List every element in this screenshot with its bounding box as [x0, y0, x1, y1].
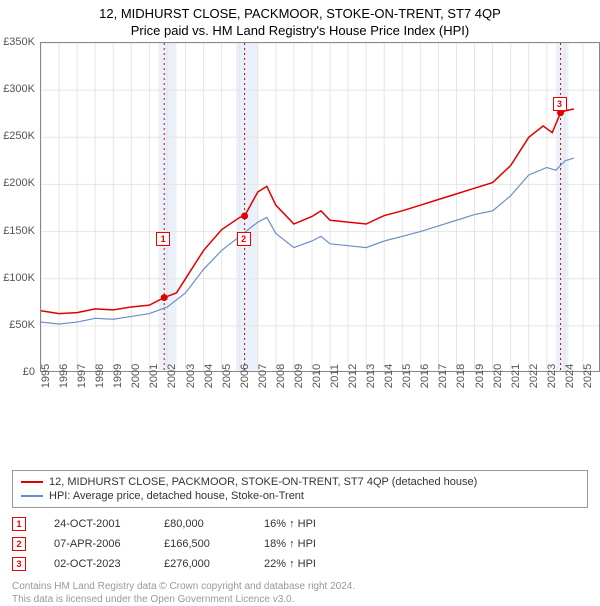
- transaction-row: 1 24-OCT-2001 £80,000 16% ↑ HPI: [12, 514, 588, 534]
- legend: 12, MIDHURST CLOSE, PACKMOOR, STOKE-ON-T…: [12, 470, 588, 508]
- transaction-price: £276,000: [164, 558, 244, 570]
- y-axis-tick-label: £0: [1, 366, 35, 378]
- transaction-table: 1 24-OCT-2001 £80,000 16% ↑ HPI 2 07-APR-2006…: [12, 514, 588, 574]
- legend-item: HPI: Average price, detached house, Stok…: [21, 489, 579, 503]
- footer-attribution: Contains HM Land Registry data © Crown c…: [12, 580, 588, 606]
- y-axis-tick-label: £50K: [1, 319, 35, 331]
- transaction-date: 24-OCT-2001: [54, 518, 144, 530]
- legend-item: 12, MIDHURST CLOSE, PACKMOOR, STOKE-ON-T…: [21, 475, 579, 489]
- transaction-delta: 22% ↑ HPI: [264, 558, 364, 570]
- legend-label: 12, MIDHURST CLOSE, PACKMOOR, STOKE-ON-T…: [49, 476, 477, 488]
- y-axis-tick-label: £100K: [1, 272, 35, 284]
- transaction-price: £166,500: [164, 538, 244, 550]
- legend-label: HPI: Average price, detached house, Stok…: [49, 490, 304, 502]
- chart-plot: [40, 42, 600, 372]
- y-axis-tick-label: £250K: [1, 130, 35, 142]
- transaction-delta: 16% ↑ HPI: [264, 518, 364, 530]
- legend-swatch: [21, 495, 43, 497]
- transaction-marker: 3: [12, 557, 26, 571]
- chart-area: £0£50K£100K£150K£200K£250K£300K£350K1995…: [40, 42, 600, 422]
- transaction-marker: 2: [12, 537, 26, 551]
- transaction-row: 3 02-OCT-2023 £276,000 22% ↑ HPI: [12, 554, 588, 574]
- y-axis-tick-label: £350K: [1, 36, 35, 48]
- chart-marker-3: 3: [553, 97, 567, 111]
- chart-marker-1: 1: [156, 232, 170, 246]
- transaction-price: £80,000: [164, 518, 244, 530]
- chart-marker-2: 2: [237, 232, 251, 246]
- legend-swatch: [21, 481, 43, 483]
- chart-title: 12, MIDHURST CLOSE, PACKMOOR, STOKE-ON-T…: [0, 0, 600, 21]
- footer-line1: Contains HM Land Registry data © Crown c…: [12, 580, 588, 593]
- transaction-date: 02-OCT-2023: [54, 558, 144, 570]
- footer-line2: This data is licensed under the Open Gov…: [12, 593, 588, 606]
- transaction-date: 07-APR-2006: [54, 538, 144, 550]
- y-axis-tick-label: £150K: [1, 225, 35, 237]
- transaction-marker: 1: [12, 517, 26, 531]
- y-axis-tick-label: £300K: [1, 83, 35, 95]
- x-axis-tick-label: 2025: [582, 364, 600, 388]
- transaction-row: 2 07-APR-2006 £166,500 18% ↑ HPI: [12, 534, 588, 554]
- transaction-delta: 18% ↑ HPI: [264, 538, 364, 550]
- chart-subtitle: Price paid vs. HM Land Registry's House …: [0, 21, 600, 42]
- y-axis-tick-label: £200K: [1, 177, 35, 189]
